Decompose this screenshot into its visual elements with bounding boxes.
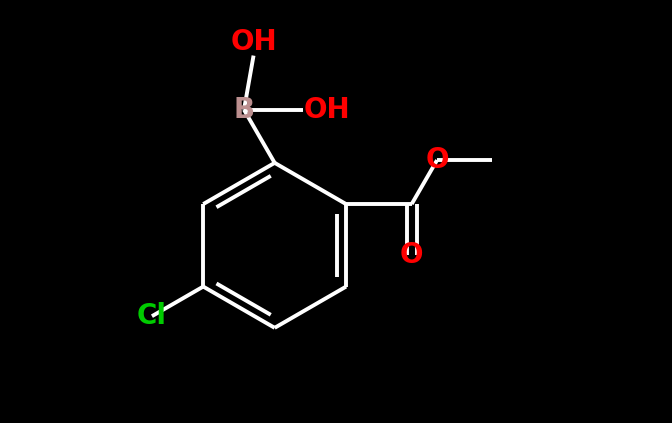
Text: OH: OH <box>230 27 277 55</box>
Text: B: B <box>233 96 255 124</box>
Text: O: O <box>425 146 449 174</box>
Text: O: O <box>400 241 423 269</box>
Text: Cl: Cl <box>137 302 167 330</box>
Text: OH: OH <box>303 96 350 124</box>
